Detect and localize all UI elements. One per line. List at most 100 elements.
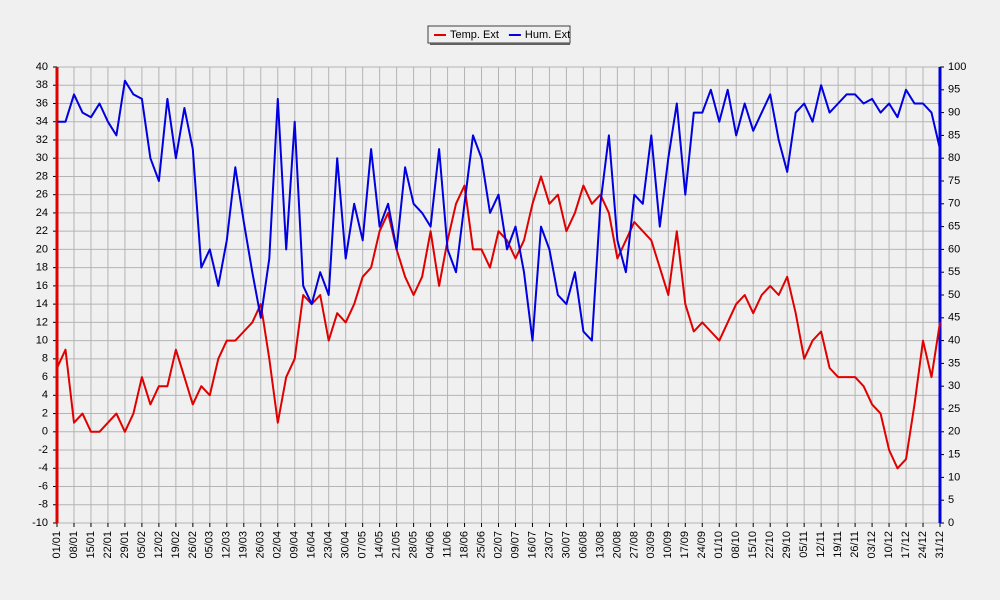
- y-tick-label: -4: [38, 462, 48, 474]
- x-tick-label: 19/02: [170, 531, 182, 559]
- y-tick-label: 26: [36, 189, 48, 201]
- x-tick-label: 11/06: [441, 531, 453, 558]
- x-tick-label: 28/05: [408, 531, 420, 559]
- y-tick-label: 38: [36, 79, 48, 91]
- y2-tick-label: 40: [948, 335, 960, 347]
- x-tick-label: 10/12: [883, 531, 895, 559]
- x-tick-label: 16/07: [526, 531, 538, 559]
- x-tick-label: 08/10: [730, 531, 742, 559]
- x-tick-label: 12/11: [815, 531, 827, 558]
- y2-tick-label: 70: [948, 198, 960, 210]
- y2-tick-label: 45: [948, 312, 960, 324]
- y2-tick-label: 25: [948, 403, 960, 415]
- x-tick-label: 24/12: [917, 531, 929, 559]
- y2-tick-label: 60: [948, 243, 960, 255]
- x-tick-label: 16/04: [306, 531, 318, 559]
- y-tick-label: 12: [36, 316, 48, 328]
- x-tick-label: 10/09: [662, 531, 674, 559]
- y-tick-label: -2: [38, 444, 48, 456]
- y-tick-label: -6: [38, 480, 48, 492]
- x-tick-label: 30/07: [560, 531, 572, 559]
- x-tick-label: 07/05: [357, 531, 369, 559]
- x-tick-label: 05/03: [204, 531, 216, 559]
- y2-tick-label: 90: [948, 107, 960, 119]
- y-tick-label: 32: [36, 134, 48, 146]
- y2-tick-label: 30: [948, 380, 960, 392]
- x-tick-label: 17/09: [679, 531, 691, 559]
- x-tick-label: 02/04: [272, 531, 284, 559]
- y2-tick-label: 0: [948, 517, 954, 529]
- x-tick-label: 22/10: [764, 531, 776, 559]
- legend-shadow: [430, 43, 570, 45]
- x-tick-label: 02/07: [492, 531, 504, 559]
- x-tick-label: 01/01: [51, 531, 63, 559]
- y-tick-label: 24: [36, 207, 48, 219]
- y-tick-label: 6: [42, 371, 48, 383]
- x-tick-label: 04/06: [424, 531, 436, 559]
- x-tick-label: 05/02: [136, 531, 148, 559]
- x-tick-label: 23/07: [543, 531, 555, 559]
- x-tick-label: 23/04: [323, 531, 335, 559]
- y-tick-label: 30: [36, 152, 48, 164]
- x-tick-label: 15/01: [85, 531, 97, 559]
- x-tick-label: 29/10: [781, 531, 793, 559]
- x-tick-label: 09/07: [509, 531, 521, 559]
- y-tick-label: 18: [36, 262, 48, 274]
- x-tick-label: 31/12: [934, 531, 946, 559]
- y-tick-label: 40: [36, 61, 48, 73]
- x-tick-label: 05/11: [798, 531, 810, 558]
- x-tick-label: 12/03: [221, 531, 233, 559]
- y2-tick-label: 55: [948, 266, 960, 278]
- y-tick-label: 10: [36, 335, 48, 347]
- x-tick-label: 26/11: [849, 531, 861, 558]
- series-line: [57, 79, 941, 342]
- y-tick-label: 4: [42, 389, 48, 401]
- y-tick-label: 20: [36, 243, 48, 255]
- x-tick-label: 01/10: [713, 531, 725, 559]
- x-tick-label: 22/01: [102, 531, 114, 559]
- y-tick-label: 0: [42, 426, 48, 438]
- x-tick-label: 20/08: [611, 531, 623, 559]
- x-tick-label: 24/09: [696, 531, 708, 559]
- y2-tick-label: 95: [948, 84, 960, 96]
- y2-tick-label: 75: [948, 175, 960, 187]
- x-tick-label: 19/11: [832, 531, 844, 558]
- y2-tick-label: 10: [948, 471, 960, 483]
- y2-tick-label: 50: [948, 289, 960, 301]
- y-tick-label: 2: [42, 407, 48, 419]
- x-tick-label: 12/02: [153, 531, 165, 559]
- y2-tick-label: 5: [948, 494, 954, 506]
- series-line: [56, 175, 941, 470]
- x-tick-label: 18/06: [458, 531, 470, 559]
- y2-tick-label: 65: [948, 221, 960, 233]
- x-tick-label: 03/09: [645, 531, 657, 559]
- y2-tick-label: 15: [948, 449, 960, 461]
- y-tick-label: 16: [36, 280, 48, 292]
- x-tick-label: 19/03: [238, 531, 250, 559]
- legend-label: Hum. Ext: [525, 29, 570, 41]
- y-tick-label: 22: [36, 225, 48, 237]
- x-tick-label: 15/10: [747, 531, 759, 559]
- y-tick-label: -8: [38, 499, 48, 511]
- y2-tick-label: 80: [948, 152, 960, 164]
- y2-tick-label: 100: [948, 61, 966, 73]
- y-tick-label: 36: [36, 97, 48, 109]
- y2-tick-label: 35: [948, 357, 960, 369]
- y-tick-label: 34: [36, 116, 48, 128]
- y2-tick-label: 20: [948, 426, 960, 438]
- y2-tick-label: 85: [948, 129, 960, 141]
- y-tick-label: 28: [36, 170, 48, 182]
- x-tick-label: 13/08: [594, 531, 606, 559]
- x-tick-label: 30/04: [340, 531, 352, 559]
- x-tick-label: 25/06: [475, 531, 487, 559]
- x-tick-label: 26/02: [187, 531, 199, 559]
- x-tick-label: 08/01: [68, 531, 80, 559]
- x-tick-label: 06/08: [577, 531, 589, 559]
- x-tick-label: 21/05: [391, 531, 403, 559]
- y-tick-label: 14: [36, 298, 48, 310]
- x-tick-label: 14/05: [374, 531, 386, 559]
- x-tick-label: 27/08: [628, 531, 640, 559]
- legend: Temp. Ext Hum. Ext: [427, 25, 571, 45]
- x-tick-label: 26/03: [255, 531, 267, 559]
